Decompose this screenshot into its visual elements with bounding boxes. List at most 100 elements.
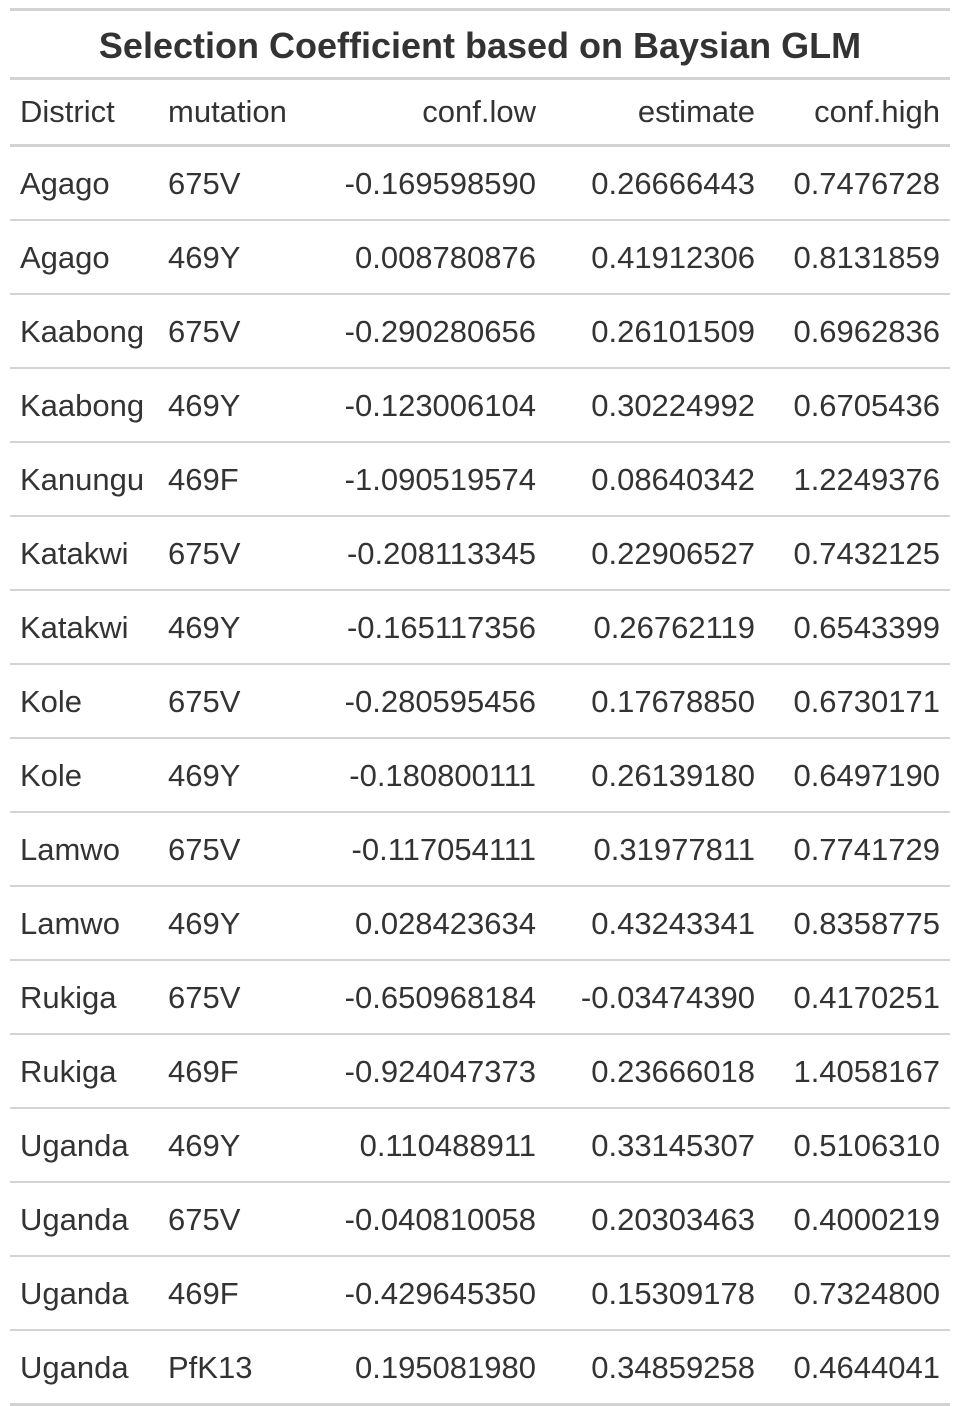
- district-cell: Uganda: [10, 1108, 158, 1183]
- conf-low-cell: -0.290280656: [304, 294, 546, 369]
- estimate-cell: 0.41912306: [546, 220, 765, 295]
- conf-high-cell: 0.7324800: [765, 1256, 950, 1331]
- conf-high-cell: 0.5106310: [765, 1108, 950, 1183]
- column-header-estimate: estimate: [546, 80, 765, 147]
- estimate-cell: 0.34859258: [546, 1330, 765, 1406]
- district-cell: Lamwo: [10, 812, 158, 887]
- mutation-cell: PfK13: [158, 1330, 304, 1406]
- estimate-cell: 0.30224992: [546, 368, 765, 443]
- estimate-cell: 0.08640342: [546, 442, 765, 517]
- table-row: Lamwo 469Y 0.028423634 0.43243341 0.8358775: [10, 886, 950, 961]
- mutation-cell: 469Y: [158, 886, 304, 961]
- estimate-cell: 0.33145307: [546, 1108, 765, 1183]
- mutation-cell: 469Y: [158, 738, 304, 813]
- conf-high-cell: 0.6705436: [765, 368, 950, 443]
- district-cell: Lamwo: [10, 886, 158, 961]
- district-cell: Katakwi: [10, 590, 158, 665]
- mutation-cell: 469Y: [158, 220, 304, 295]
- estimate-cell: 0.17678850: [546, 664, 765, 739]
- table-row: Kole 469Y -0.180800111 0.26139180 0.6497190: [10, 738, 950, 813]
- mutation-cell: 469F: [158, 442, 304, 517]
- conf-low-cell: -0.123006104: [304, 368, 546, 443]
- conf-low-cell: 0.195081980: [304, 1330, 546, 1406]
- estimate-cell: 0.20303463: [546, 1182, 765, 1257]
- conf-high-cell: 0.4644041: [765, 1330, 950, 1406]
- conf-low-cell: -0.280595456: [304, 664, 546, 739]
- conf-high-cell: 1.2249376: [765, 442, 950, 517]
- conf-low-cell: -0.117054111: [304, 812, 546, 887]
- conf-low-cell: 0.008780876: [304, 220, 546, 295]
- estimate-cell: -0.03474390: [546, 960, 765, 1035]
- mutation-cell: 469Y: [158, 1108, 304, 1183]
- conf-high-cell: 0.4000219: [765, 1182, 950, 1257]
- district-cell: Uganda: [10, 1330, 158, 1406]
- table-row: Katakwi 469Y -0.165117356 0.26762119 0.65433…: [10, 590, 950, 665]
- conf-low-cell: -0.165117356: [304, 590, 546, 665]
- table-row: Lamwo 675V -0.117054111 0.31977811 0.7741729: [10, 812, 950, 887]
- table-row: Kaabong 469Y -0.123006104 0.30224992 0.67054…: [10, 368, 950, 443]
- mutation-cell: 675V: [158, 516, 304, 591]
- mutation-cell: 469F: [158, 1256, 304, 1331]
- district-cell: Kaabong: [10, 294, 158, 369]
- column-header-mutation: mutation: [158, 80, 304, 147]
- table-row: Uganda 469F -0.429645350 0.15309178 0.732480…: [10, 1256, 950, 1331]
- district-cell: Uganda: [10, 1256, 158, 1331]
- mutation-cell: 675V: [158, 145, 304, 221]
- table-body: Agago 675V -0.169598590 0.26666443 0.7476728…: [10, 145, 950, 1406]
- estimate-cell: 0.26666443: [546, 145, 765, 221]
- conf-low-cell: -0.169598590: [304, 145, 546, 221]
- district-cell: Kole: [10, 664, 158, 739]
- estimate-cell: 0.43243341: [546, 886, 765, 961]
- district-cell: Kanungu: [10, 442, 158, 517]
- estimate-cell: 0.26762119: [546, 590, 765, 665]
- mutation-cell: 469F: [158, 1034, 304, 1109]
- district-cell: Rukiga: [10, 1034, 158, 1109]
- table-title: Selection Coefficient based on Baysian G…: [10, 11, 950, 80]
- table-row: Agago 469Y 0.008780876 0.41912306 0.8131859: [10, 220, 950, 295]
- conf-low-cell: -0.180800111: [304, 738, 546, 813]
- table-row: Uganda 675V -0.040810058 0.20303463 0.400021…: [10, 1182, 950, 1257]
- table-container: Selection Coefficient based on Baysian G…: [10, 8, 950, 1406]
- table-row: Katakwi 675V -0.208113345 0.22906527 0.74321…: [10, 516, 950, 591]
- table-row: Rukiga 469F -0.924047373 0.23666018 1.405816…: [10, 1034, 950, 1109]
- estimate-cell: 0.26101509: [546, 294, 765, 369]
- district-cell: Agago: [10, 145, 158, 221]
- conf-high-cell: 0.7476728: [765, 145, 950, 221]
- conf-high-cell: 0.8131859: [765, 220, 950, 295]
- conf-high-cell: 1.4058167: [765, 1034, 950, 1109]
- mutation-cell: 675V: [158, 812, 304, 887]
- conf-high-cell: 0.6962836: [765, 294, 950, 369]
- table-row: Kanungu 469F -1.090519574 0.08640342 1.22493…: [10, 442, 950, 517]
- top-rule: [10, 8, 950, 11]
- mutation-cell: 675V: [158, 664, 304, 739]
- conf-high-cell: 0.7741729: [765, 812, 950, 887]
- column-header-district: District: [10, 80, 158, 147]
- table-row: Rukiga 675V -0.650968184 -0.03474390 0.41702…: [10, 960, 950, 1035]
- conf-high-cell: 0.8358775: [765, 886, 950, 961]
- estimate-cell: 0.15309178: [546, 1256, 765, 1331]
- mutation-cell: 675V: [158, 1182, 304, 1257]
- mutation-cell: 675V: [158, 960, 304, 1035]
- estimate-cell: 0.31977811: [546, 812, 765, 887]
- conf-low-cell: -0.429645350: [304, 1256, 546, 1331]
- conf-low-cell: 0.110488911: [304, 1108, 546, 1183]
- conf-low-cell: -0.208113345: [304, 516, 546, 591]
- data-table: District mutation conf.low estimate conf…: [10, 80, 950, 1406]
- column-header-conf-low: conf.low: [304, 80, 546, 147]
- table-row: Agago 675V -0.169598590 0.26666443 0.7476728: [10, 145, 950, 221]
- district-cell: Agago: [10, 220, 158, 295]
- mutation-cell: 469Y: [158, 368, 304, 443]
- column-header-conf-high: conf.high: [765, 80, 950, 147]
- conf-high-cell: 0.6730171: [765, 664, 950, 739]
- table-row: Kole 675V -0.280595456 0.17678850 0.6730171: [10, 664, 950, 739]
- estimate-cell: 0.23666018: [546, 1034, 765, 1109]
- mutation-cell: 675V: [158, 294, 304, 369]
- conf-high-cell: 0.6543399: [765, 590, 950, 665]
- conf-low-cell: -0.924047373: [304, 1034, 546, 1109]
- table-row: Uganda 469Y 0.110488911 0.33145307 0.5106310: [10, 1108, 950, 1183]
- district-cell: Uganda: [10, 1182, 158, 1257]
- conf-low-cell: 0.028423634: [304, 886, 546, 961]
- estimate-cell: 0.22906527: [546, 516, 765, 591]
- table-row: Kaabong 675V -0.290280656 0.26101509 0.69628…: [10, 294, 950, 369]
- header-row: District mutation conf.low estimate conf…: [10, 80, 950, 147]
